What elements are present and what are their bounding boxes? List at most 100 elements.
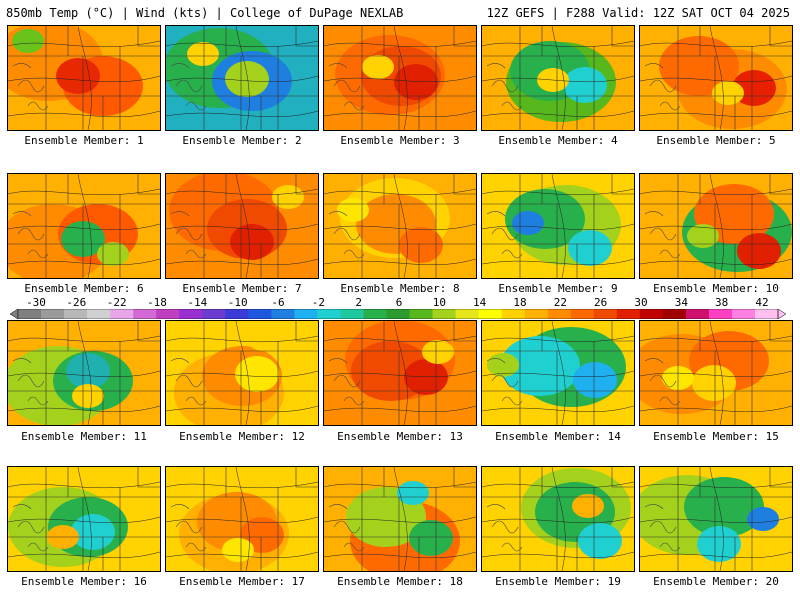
ensemble-member-map	[165, 320, 319, 426]
temperature-region	[12, 29, 44, 53]
terrain-contours	[170, 358, 207, 406]
temperature-region	[659, 36, 739, 96]
colorbar-segment	[593, 309, 618, 319]
temperature-region	[66, 353, 110, 389]
colorbar-segment	[133, 309, 157, 319]
ensemble-member-map	[481, 25, 635, 131]
colorbar-segment	[547, 309, 572, 319]
colorbar-segment	[478, 309, 502, 319]
colorbar-segment	[64, 309, 88, 319]
temperature-region	[692, 365, 736, 401]
temperature-map	[324, 467, 476, 571]
colorbar-segment	[271, 309, 295, 319]
colorbar-tick-label: -22	[106, 296, 127, 309]
terrain-contours	[486, 211, 523, 259]
ensemble-member-map	[639, 173, 793, 279]
temperature-map	[324, 26, 476, 130]
temperature-region	[578, 523, 622, 559]
terrain-contours	[12, 211, 49, 259]
header-title: 850mb Temp (°C) | Wind (kts) | College o…	[6, 6, 404, 20]
ensemble-member-label: Ensemble Member: 6	[24, 282, 144, 295]
temperature-map	[324, 321, 476, 425]
temperature-map	[8, 467, 160, 571]
colorbar-outline	[17, 309, 779, 319]
wind-streamlines	[324, 174, 476, 278]
temperature-region	[272, 185, 304, 209]
terrain-contours	[328, 211, 365, 259]
terrain-contours	[644, 211, 681, 259]
wind-streamlines	[166, 26, 318, 130]
wind-streamlines	[640, 321, 792, 425]
colorbar-segment	[18, 309, 42, 319]
wind-streamlines	[640, 467, 792, 571]
ensemble-member-map	[323, 173, 477, 279]
wind-streamlines	[482, 26, 634, 130]
temperature-region	[399, 227, 443, 263]
ensemble-member-label: Ensemble Member: 4	[498, 134, 618, 147]
wind-streamlines	[8, 26, 160, 130]
colorbar-segment	[708, 309, 733, 319]
ensemble-member-map	[323, 320, 477, 426]
wind-streamlines	[640, 26, 792, 130]
colorbar-labels: -30 -26 -22 -18 -14 -10 -6 -2 2 6 10 14 18 22 26 30 34 38…	[0, 296, 800, 309]
colorbar-segment	[179, 309, 203, 319]
colorbar-tick-label: -6	[271, 296, 285, 309]
ensemble-member-map	[165, 173, 319, 279]
colorbar-tick-label: 10	[432, 296, 446, 309]
ensemble-member-label: Ensemble Member: 13	[337, 430, 463, 443]
temperature-map	[482, 26, 634, 130]
ensemble-member-label: Ensemble Member: 5	[656, 134, 776, 147]
temperature-map	[640, 26, 792, 130]
ensemble-member-label: Ensemble Member: 18	[337, 575, 463, 588]
terrain-contours	[644, 63, 681, 111]
ensemble-member-label: Ensemble Member: 11	[21, 430, 147, 443]
colorbar-tick-label: 42	[755, 296, 769, 309]
ensemble-member-label: Ensemble Member: 7	[182, 282, 302, 295]
wind-streamlines	[640, 174, 792, 278]
colorbar-segment	[685, 309, 710, 319]
colorbar-segment	[317, 309, 341, 319]
ensemble-member-map	[323, 466, 477, 572]
ensemble-member-label: Ensemble Member: 14	[495, 430, 621, 443]
colorbar-tick-label: 38	[715, 296, 729, 309]
temperature-map	[640, 174, 792, 278]
colorbar-segment	[639, 309, 664, 319]
temperature-map	[8, 174, 160, 278]
colorbar-arrow-left	[10, 309, 19, 319]
temperature-region	[225, 61, 269, 97]
colorbar-tick-label: -2	[311, 296, 325, 309]
temperature-region	[337, 198, 369, 222]
ensemble-member-map	[7, 25, 161, 131]
colorbar-segment	[156, 309, 180, 319]
ensemble-member-map	[7, 320, 161, 426]
wind-streamlines	[324, 467, 476, 571]
ensemble-member-map	[165, 25, 319, 131]
ensemble-member-label: Ensemble Member: 3	[340, 134, 460, 147]
terrain-contours	[644, 504, 681, 552]
ensemble-member-label: Ensemble Member: 1	[24, 134, 144, 147]
ensemble-member-label: Ensemble Member: 20	[653, 575, 779, 588]
temperature-region	[563, 67, 607, 103]
temperature-region	[573, 362, 617, 398]
wind-streamlines	[482, 321, 634, 425]
terrain-contours	[12, 504, 49, 552]
temperature-region	[684, 477, 764, 537]
temperature-map	[8, 26, 160, 130]
colorbar-segment	[409, 309, 433, 319]
wind-streamlines	[482, 467, 634, 571]
temperature-map	[640, 467, 792, 571]
colorbar-segment	[386, 309, 410, 319]
ensemble-member-map	[639, 25, 793, 131]
temperature-region	[72, 384, 104, 408]
colorbar-tick-label: 22	[553, 296, 567, 309]
ensemble-member-label: Ensemble Member: 16	[21, 575, 147, 588]
terrain-contours	[170, 211, 207, 259]
terrain-contours	[12, 63, 49, 111]
colorbar-segment	[501, 309, 525, 319]
wind-streamlines	[8, 321, 160, 425]
temperature-region	[747, 507, 779, 531]
colorbar-segment	[731, 309, 756, 319]
temperature-region	[697, 526, 741, 562]
temperature-map	[482, 467, 634, 571]
colorbar-segment	[432, 309, 456, 319]
